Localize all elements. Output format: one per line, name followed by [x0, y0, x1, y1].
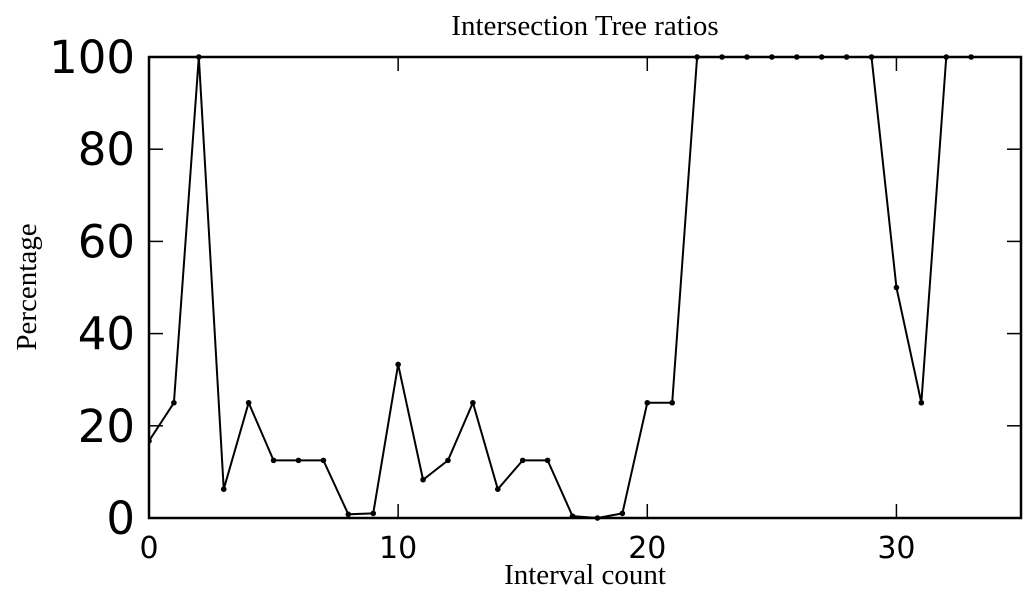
data-point	[445, 457, 451, 464]
data-point	[495, 486, 501, 492]
axis-ticks: 0 20 40 60 80 100 0 10 20 30	[49, 31, 1021, 566]
data-point	[420, 476, 426, 483]
data-point	[619, 510, 626, 517]
x-tick-label: 0	[139, 531, 158, 566]
data-point	[893, 284, 900, 291]
x-tick-label: 10	[379, 531, 417, 566]
data-point	[220, 486, 227, 492]
y-tick-label: 80	[78, 123, 135, 176]
data-point	[171, 399, 177, 406]
data-point	[320, 457, 327, 464]
x-axis-label: Interval count	[504, 559, 666, 591]
data-point	[270, 457, 277, 464]
y-tick-label: 100	[49, 31, 135, 84]
data-point	[918, 399, 925, 406]
y-tick-label: 20	[78, 400, 135, 453]
y-tick-label: 0	[106, 492, 135, 545]
y-axis-label: Percentage	[11, 223, 43, 350]
series-line	[149, 56, 972, 520]
data-point	[519, 457, 526, 464]
data-point	[644, 399, 651, 406]
data-point	[370, 510, 377, 517]
data-point	[295, 457, 302, 464]
data-point	[395, 361, 401, 368]
x-tick-label: 20	[628, 531, 666, 566]
chart-title: Intersection Tree ratios	[451, 10, 718, 42]
y-tick-label: 40	[78, 308, 135, 361]
data-point	[669, 399, 675, 406]
y-tick-label: 60	[78, 215, 135, 268]
x-tick-label: 30	[877, 531, 915, 566]
data-point	[345, 511, 352, 518]
plot-frame	[147, 55, 1023, 520]
data-point	[245, 399, 252, 406]
data-point	[544, 457, 551, 464]
plot-series	[149, 54, 974, 521]
data-point	[470, 399, 476, 406]
